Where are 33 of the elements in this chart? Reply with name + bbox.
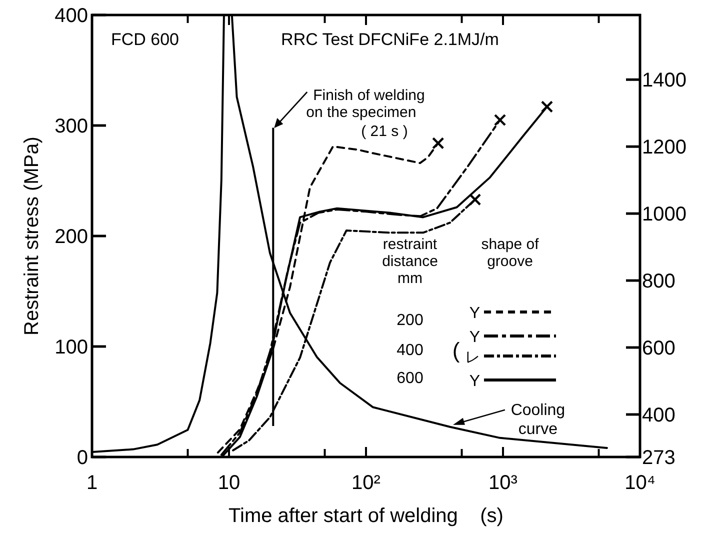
y2-tick-label: 1200 — [642, 136, 686, 159]
y-tick-label: 200 — [54, 226, 88, 248]
x-tick-label: 10⁴ — [624, 472, 656, 494]
annotation: restraint distance mm — [382, 236, 438, 287]
y2-tick-label: 273 — [642, 447, 676, 469]
legend-label: Y — [469, 329, 480, 346]
annotation: 200 — [396, 312, 424, 329]
ref-line-label: Finish of welding on the specimen ( 21 s ) — [306, 87, 425, 140]
annotation: ( — [452, 338, 460, 363]
x-tick-label: 1 — [86, 472, 98, 494]
y-tick-label: 0 — [76, 447, 88, 469]
legend-label: Y — [469, 373, 480, 390]
legend-label: レ — [465, 349, 480, 366]
annotation: FCD 600 — [110, 30, 180, 49]
y2-tick-label: 1400 — [642, 70, 686, 92]
x-axis-title: Time after start of welding (s) — [228, 505, 504, 527]
y2-tick-label: 400 — [642, 404, 676, 426]
y-tick-label: 100 — [54, 336, 88, 358]
annotation: RRC Test DFCNiFe 2.1MJ/m — [281, 30, 499, 49]
annotation: 600 — [396, 370, 424, 387]
y-tick-label: 300 — [54, 116, 88, 138]
annotation: 400 — [396, 342, 424, 359]
x-tick-label: 10 — [218, 472, 240, 494]
y2-tick-label: 1000 — [642, 204, 686, 226]
x-tick-label: 10² — [352, 472, 381, 494]
y2-tick-label: 600 — [642, 338, 676, 360]
legend-label: Y — [469, 305, 480, 322]
y2-tick-label: 800 — [642, 270, 676, 293]
annotation: shape of groove — [481, 236, 540, 270]
x-tick-label: 10³ — [488, 472, 518, 494]
y-tick-label: 400 — [54, 5, 88, 27]
y-axis-title: Restraint stress (MPa) — [21, 136, 43, 336]
series-label: Cooling curve — [510, 402, 566, 438]
